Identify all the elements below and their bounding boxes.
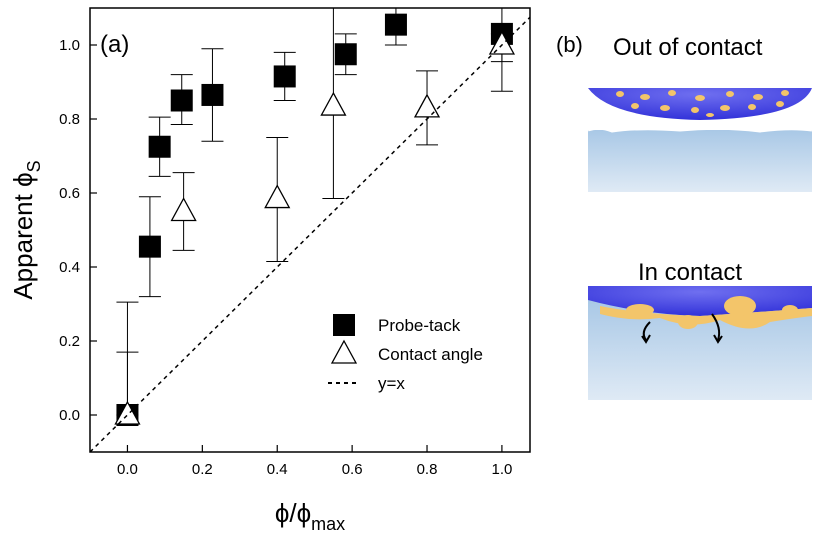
legend-label: Contact angle [378, 345, 483, 364]
in-contact-diagram [588, 286, 812, 400]
x-axis-label-main: ϕ/ϕ [275, 498, 311, 528]
panel-b-label: (b) [556, 32, 583, 57]
y-tick-label: 0.6 [59, 185, 80, 202]
y-tick-label: 0.4 [59, 259, 80, 276]
triangle-marker [330, 339, 358, 364]
square-marker [201, 83, 224, 106]
triangle-marker [170, 197, 197, 222]
square-marker [384, 13, 407, 36]
x-tick-label: 0.2 [192, 461, 213, 478]
triangle-marker [488, 30, 516, 55]
top-caption: Out of contact [613, 34, 763, 61]
square-marker [170, 89, 193, 112]
triangle-marker [320, 91, 347, 116]
y-tick-label: 0.0 [59, 407, 80, 424]
y-axis-label: Apparent ϕS [8, 160, 44, 299]
reference-line [90, 16, 530, 452]
x-tick-label: 0.0 [117, 461, 138, 478]
triangle-marker [264, 184, 291, 209]
legend-label: y=x [378, 374, 405, 393]
y-tick-label: 1.0 [59, 37, 80, 54]
triangle-marker [413, 93, 441, 118]
square-marker [138, 235, 161, 258]
square-marker [148, 135, 171, 158]
square-marker [334, 43, 357, 66]
x-axis-label: ϕ/ϕmax [275, 498, 345, 534]
triangle-marker [114, 400, 141, 425]
x-tick-label: 0.8 [417, 461, 438, 478]
x-tick-label: 0.6 [342, 461, 363, 478]
y-axis-label-sub: S [24, 160, 44, 172]
panel-label: (a) [100, 31, 129, 58]
y-axis-label-main: Apparent ϕ [8, 172, 38, 299]
plot-area [90, 8, 530, 452]
square-marker [273, 65, 296, 88]
legend-label: Probe-tack [378, 316, 461, 335]
x-tick-label: 0.4 [267, 461, 288, 478]
y-tick-label: 0.8 [59, 111, 80, 128]
out-of-contact-diagram [587, 88, 813, 192]
x-axis-label-sub: max [311, 514, 345, 534]
bottom-caption: In contact [638, 259, 742, 286]
y-tick-label: 0.2 [59, 333, 80, 350]
square-marker [333, 314, 355, 336]
x-tick-label: 1.0 [491, 461, 512, 478]
plot-frame [89, 7, 531, 453]
